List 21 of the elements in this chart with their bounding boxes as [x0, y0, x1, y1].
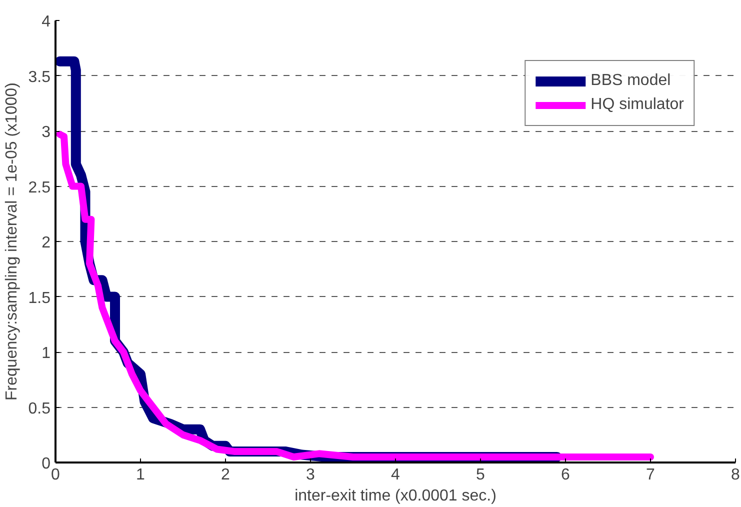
- y-tick-label: 4: [42, 14, 51, 30]
- y-tick-label: 2.5: [28, 179, 51, 196]
- y-tick-label: 2: [42, 234, 51, 252]
- x-tick-label: 2: [221, 466, 230, 484]
- y-axis-title: Frequency:sampling interval = 1e-05 (x1000): [3, 82, 20, 400]
- x-tick-label: 7: [646, 466, 656, 484]
- x-axis-title: inter-exit time (x0.0001 sec.): [294, 488, 496, 504]
- legend-label: HQ simulator: [590, 96, 684, 114]
- x-tick-label: 1: [136, 466, 146, 484]
- x-tick-label: 4: [391, 466, 400, 484]
- y-tick-label: 1.5: [28, 290, 51, 307]
- y-tick-label: 3.5: [28, 68, 51, 86]
- x-tick-label: 6: [561, 466, 570, 484]
- y-tick-label: 1: [42, 345, 51, 362]
- x-tick-label: 5: [476, 466, 486, 484]
- legend-label: BBS model: [590, 72, 671, 90]
- x-tick-label: 3: [306, 466, 316, 484]
- x-tick-label: 8: [731, 466, 740, 484]
- y-tick-label: 3: [42, 124, 51, 141]
- y-tick-label: 0: [42, 456, 51, 472]
- y-tick-label: 0.5: [28, 400, 51, 418]
